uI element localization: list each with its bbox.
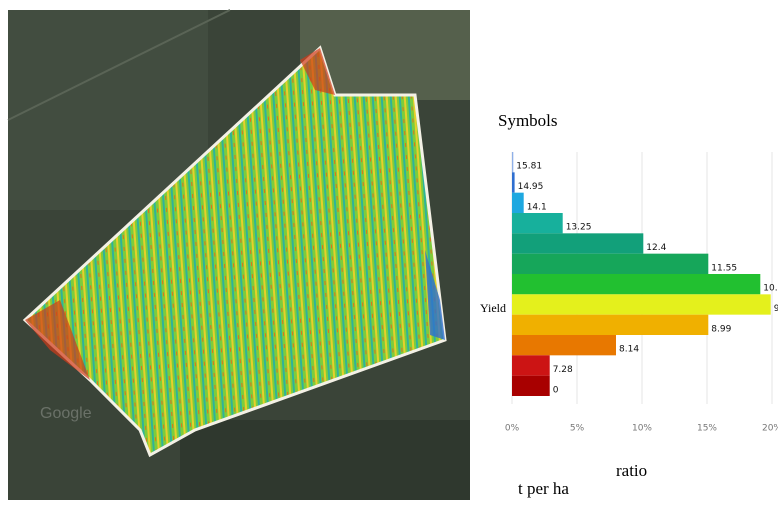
bar	[512, 274, 760, 294]
bar	[512, 294, 771, 314]
bar-label: 14.1	[527, 202, 547, 212]
bar	[512, 193, 524, 213]
bar-label: 10.69	[763, 284, 778, 294]
bar	[512, 213, 563, 233]
x-tick-label: 20%	[762, 424, 778, 434]
bar	[512, 355, 550, 375]
x-tick-label: 10%	[632, 424, 652, 434]
histogram-legend: Symbols Yield ratio t per ha 0% 5% 10% 15% 2…	[480, 111, 778, 498]
bar	[512, 152, 513, 172]
bar	[512, 335, 616, 355]
bar-label: 15.81	[516, 162, 542, 172]
watermark: Google	[40, 405, 92, 422]
bar	[512, 172, 515, 192]
bar-label: 12.4	[646, 243, 666, 253]
bar-label: 8.99	[711, 324, 731, 334]
x-tick-label: 15%	[697, 424, 717, 434]
bar-label: 8.14	[619, 345, 639, 355]
chart-title: Symbols	[498, 111, 558, 130]
bar-label: 13.25	[566, 223, 592, 233]
unit-label: t per ha	[518, 479, 569, 498]
x-axis-label: ratio	[616, 461, 647, 480]
x-tick-label: 0%	[505, 424, 520, 434]
bar-label: 7.28	[553, 365, 573, 375]
bar-label: 0	[553, 385, 559, 395]
page: Google Symbols Yield ratio t per ha 0% 5%…	[0, 0, 778, 506]
y-axis-label: Yield	[480, 301, 506, 315]
bar-label: 11.55	[711, 263, 737, 273]
bar	[512, 233, 643, 253]
satellite-image: Google	[8, 10, 470, 500]
bar	[512, 254, 708, 274]
bar-label: 9.84	[774, 304, 778, 314]
x-tick-label: 5%	[570, 424, 585, 434]
bar-label: 14.95	[518, 182, 544, 192]
bar	[512, 315, 708, 335]
bar	[512, 376, 550, 396]
